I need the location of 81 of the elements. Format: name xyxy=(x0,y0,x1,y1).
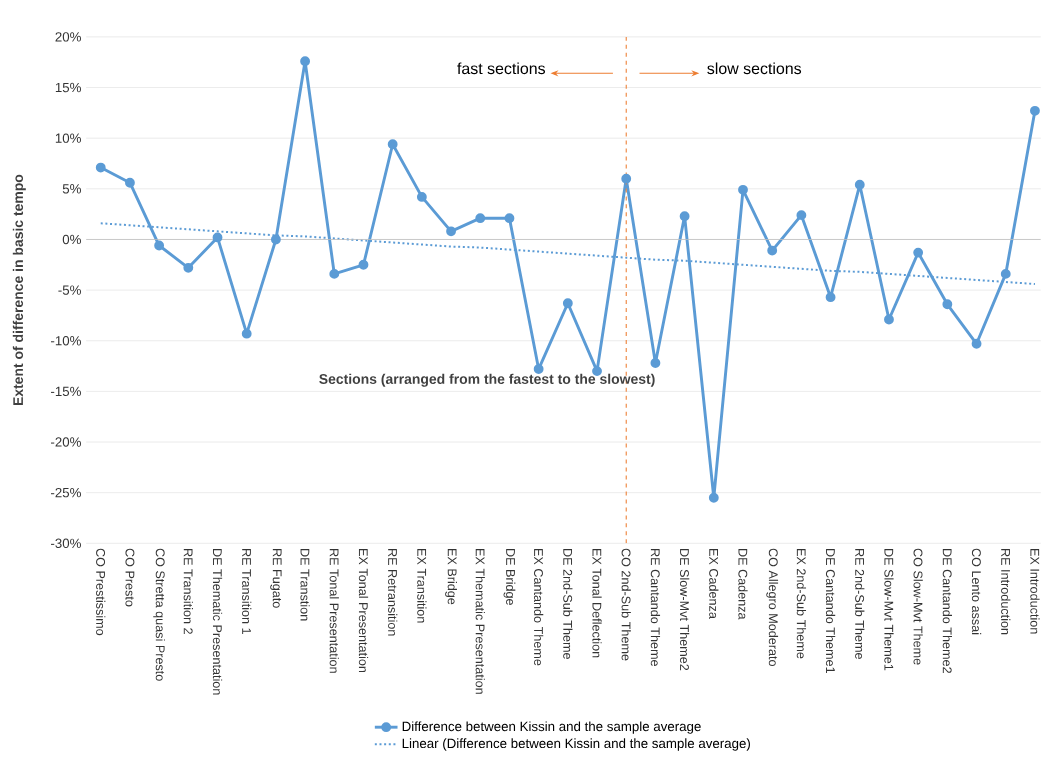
x-tick-label: CO Allegro Moderato xyxy=(766,548,779,667)
x-tick-label: CO 2nd-Sub Theme xyxy=(621,548,631,661)
point xyxy=(270,234,281,245)
legend-label: Linear (Difference between Kissin and the sample average) xyxy=(402,738,750,751)
x-tick-label: RE Introduction xyxy=(1001,549,1011,635)
point xyxy=(416,192,427,203)
point xyxy=(1000,269,1011,280)
point xyxy=(708,493,719,503)
x-tick-label: EX Tonal Presentation xyxy=(358,549,369,673)
annotation: fast sections xyxy=(457,62,546,75)
point xyxy=(913,247,924,258)
point xyxy=(650,358,661,369)
x-tick-label: DE Cantando Theme1 xyxy=(825,549,836,674)
point xyxy=(446,226,456,237)
point xyxy=(387,139,398,150)
x-tick-label: RE Cantando Theme xyxy=(650,549,661,667)
point xyxy=(125,178,135,188)
y-tick-label: 20% xyxy=(55,32,81,42)
point xyxy=(884,314,894,325)
point xyxy=(825,292,836,303)
point xyxy=(621,173,632,184)
x-tick-label: DE Cadenza xyxy=(738,549,748,620)
y-tick-label: 5% xyxy=(62,184,81,194)
x-tick-label: RE Tonal Presentation xyxy=(329,549,339,674)
x-tick-label: EX Introduction xyxy=(1030,549,1040,634)
x-tick-label: RE 2nd-Sub Theme xyxy=(855,549,865,660)
x-tick-label: RE Retransition xyxy=(388,549,398,636)
x-tick-label: RE Transition 1 xyxy=(242,549,252,635)
point xyxy=(942,299,953,310)
x-tick-label: EX Cadenza xyxy=(709,549,719,620)
x-tick-label: RE Fugato xyxy=(270,549,282,609)
point xyxy=(767,245,778,256)
point xyxy=(183,263,194,273)
x-tick-label: EX Cantando Theme xyxy=(534,549,544,666)
x-tick-label: DE Cantando Theme2 xyxy=(942,549,952,674)
point xyxy=(154,240,165,251)
point xyxy=(562,298,573,309)
legend-label: Difference between Kissin and the sample average xyxy=(402,721,701,734)
y-tick-label: -5% xyxy=(58,285,81,295)
point xyxy=(738,185,748,195)
x-tick-label: DE Slow-Mvt Theme2 xyxy=(679,549,690,671)
y-tick-label: 10% xyxy=(55,133,81,144)
point xyxy=(95,162,106,173)
point xyxy=(329,269,340,280)
y-tick-label: -10% xyxy=(50,336,81,346)
y-axis-title: Extent of difference in basic tempo xyxy=(12,174,26,406)
point xyxy=(475,213,486,224)
y-tick-label: -15% xyxy=(50,386,81,397)
point xyxy=(212,232,223,243)
x-tick-label: DE Slow-Mvt Theme1 xyxy=(884,549,894,671)
x-tick-label: EX Transition xyxy=(417,549,427,623)
x-tick-label: CO Presto xyxy=(125,548,135,607)
y-tick-label: 15% xyxy=(55,83,81,93)
x-axis-title: Sections (arranged from the fastest to the slowest) xyxy=(319,373,655,387)
x-tick-label: RE Transition 2 xyxy=(183,549,193,635)
annotation: slow sections xyxy=(707,62,802,75)
x-tick-label: EX Thematic Presentation xyxy=(475,549,485,695)
x-tick-label: EX Tonal Deflection xyxy=(592,549,602,658)
x-tick-label: CO Prestissimo xyxy=(96,548,106,636)
point xyxy=(504,213,515,224)
x-tick-label: CO Lento assai xyxy=(971,548,982,635)
point xyxy=(358,260,369,270)
y-tick-label: 0% xyxy=(62,234,81,245)
x-tick-label: CO Stretta quasi Presto xyxy=(153,548,166,682)
x-tick-label: DE 2nd-Sub Theme xyxy=(563,549,573,660)
point xyxy=(796,210,807,221)
point xyxy=(1030,106,1040,116)
x-tick-label: DE Bridge xyxy=(503,549,516,606)
x-tick-label: DE Thematic Presentation xyxy=(212,549,223,695)
point xyxy=(854,180,865,190)
point xyxy=(971,339,982,349)
y-tick-label: -30% xyxy=(50,538,81,549)
point xyxy=(679,211,690,222)
x-tick-label: EX 2nd-Sub Theme xyxy=(796,549,807,659)
x-tick-label: EX Bridge xyxy=(445,549,457,605)
y-tick-label: -20% xyxy=(50,437,81,447)
y-tick-label: -25% xyxy=(50,488,81,498)
x-tick-label: CO Slow-Mvt Theme xyxy=(913,548,923,665)
point xyxy=(241,328,252,339)
point xyxy=(300,56,311,67)
x-tick-label: DE Transtion xyxy=(300,549,310,621)
